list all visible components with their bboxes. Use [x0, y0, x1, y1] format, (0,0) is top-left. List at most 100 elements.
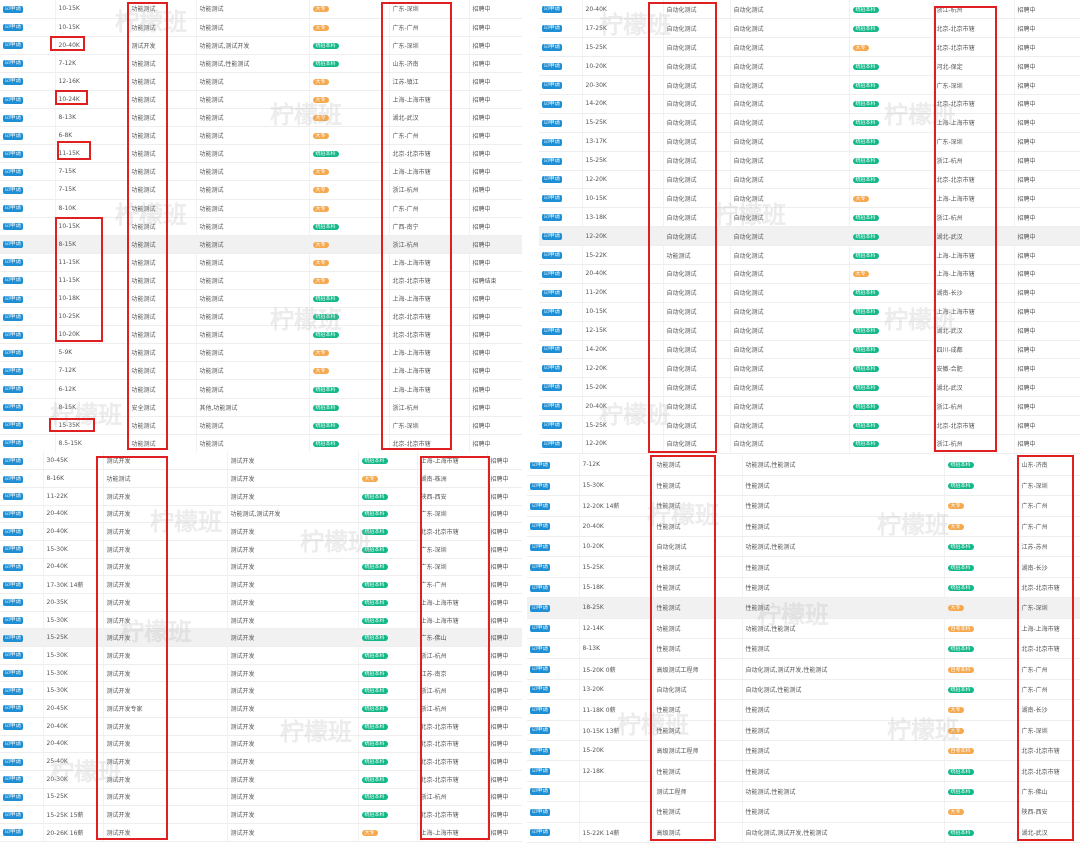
apply-button[interactable]: ☑申请: [3, 510, 23, 518]
apply-button[interactable]: ☑申请: [3, 758, 23, 766]
apply-button[interactable]: ☑申请: [3, 186, 23, 194]
apply-button[interactable]: ☑申请: [530, 666, 550, 674]
apply-button[interactable]: ☑申请: [3, 634, 23, 642]
apply-button[interactable]: ☑申请: [542, 63, 562, 71]
apply-button[interactable]: ☑申请: [542, 252, 562, 260]
apply-button[interactable]: ☑申请: [542, 195, 562, 203]
apply-button[interactable]: ☑申请: [530, 564, 550, 572]
apply-button[interactable]: ☑申请: [542, 384, 562, 392]
apply-button[interactable]: ☑申请: [3, 331, 23, 339]
apply-button[interactable]: ☑申请: [542, 138, 562, 146]
apply-button[interactable]: ☑申请: [3, 168, 23, 176]
education-badge: 大专: [947, 523, 964, 530]
apply-button[interactable]: ☑申请: [3, 581, 23, 589]
apply-button[interactable]: ☑申请: [3, 617, 23, 625]
apply-button[interactable]: ☑申请: [542, 25, 562, 33]
position-cell: 高级测试: [653, 822, 743, 843]
apply-button[interactable]: ☑申请: [542, 6, 562, 14]
apply-button[interactable]: ☑申请: [3, 223, 23, 231]
apply-button[interactable]: ☑申请: [542, 157, 562, 165]
apply-button[interactable]: ☑申请: [3, 42, 23, 50]
apply-button[interactable]: ☑申请: [3, 811, 23, 819]
apply-button[interactable]: ☑申请: [3, 670, 23, 678]
apply-button[interactable]: ☑申请: [542, 82, 562, 89]
status-cell: 招聘中: [469, 36, 522, 55]
apply-button[interactable]: ☑申请: [542, 365, 562, 373]
apply-button[interactable]: ☑申请: [3, 386, 23, 394]
apply-button[interactable]: ☑申请: [3, 349, 23, 357]
apply-button[interactable]: ☑申请: [3, 457, 23, 465]
apply-button[interactable]: ☑申请: [530, 604, 550, 612]
location-cell: 上海-上海市辖: [933, 245, 1015, 265]
apply-button[interactable]: ☑申请: [3, 493, 23, 501]
apply-button[interactable]: ☑申请: [542, 270, 562, 278]
apply-button[interactable]: ☑申请: [3, 259, 23, 267]
apply-button[interactable]: ☑申请: [542, 44, 562, 52]
apply-button[interactable]: ☑申请: [530, 645, 550, 653]
apply-button[interactable]: ☑申请: [3, 528, 23, 536]
apply-button[interactable]: ☑申请: [530, 747, 550, 755]
table-row: ☑申请 20-40K 性能测试 性能测试 大专 广东-广州: [527, 516, 1080, 538]
apply-button[interactable]: ☑申请: [3, 475, 23, 483]
apply-button[interactable]: ☑申请: [3, 793, 23, 801]
status-cell: 招聘中: [487, 540, 522, 559]
apply-button[interactable]: ☑申请: [530, 768, 550, 776]
apply-button[interactable]: ☑申请: [3, 132, 23, 140]
apply-button[interactable]: ☑申请: [3, 652, 23, 660]
apply-button[interactable]: ☑申请: [3, 150, 23, 158]
apply-button[interactable]: ☑申请: [530, 461, 550, 469]
apply-button[interactable]: ☑申请: [3, 776, 23, 784]
apply-button[interactable]: ☑申请: [3, 295, 23, 303]
education-badge: 统招本科: [361, 617, 388, 624]
apply-button[interactable]: ☑申请: [530, 625, 550, 633]
apply-button[interactable]: ☑申请: [3, 422, 23, 430]
apply-button[interactable]: ☑申请: [542, 214, 562, 222]
apply-button[interactable]: ☑申请: [530, 727, 550, 735]
apply-button[interactable]: ☑申请: [3, 705, 23, 713]
apply-button[interactable]: ☑申请: [530, 706, 550, 714]
apply-button[interactable]: ☑申请: [3, 440, 23, 448]
apply-button[interactable]: ☑申请: [542, 440, 562, 448]
apply-button[interactable]: ☑申请: [542, 308, 562, 316]
apply-button[interactable]: ☑申请: [530, 584, 550, 592]
apply-button[interactable]: ☑申请: [3, 599, 23, 607]
apply-button[interactable]: ☑申请: [530, 502, 550, 510]
apply-button[interactable]: ☑申请: [530, 686, 550, 694]
apply-button[interactable]: ☑申请: [530, 788, 550, 796]
apply-button[interactable]: ☑申请: [542, 233, 562, 241]
apply-button[interactable]: ☑申请: [3, 205, 23, 213]
position-cell: 功能测试: [128, 90, 197, 110]
apply-button[interactable]: ☑申请: [542, 176, 562, 184]
apply-button[interactable]: ☑申请: [542, 403, 562, 411]
apply-button[interactable]: ☑申请: [3, 687, 23, 695]
apply-button[interactable]: ☑申请: [3, 313, 23, 321]
apply-button[interactable]: ☑申请: [3, 78, 23, 86]
apply-button[interactable]: ☑申请: [542, 346, 562, 354]
apply-button[interactable]: ☑申请: [530, 482, 550, 490]
apply-button[interactable]: ☑申请: [3, 367, 23, 375]
apply-button[interactable]: ☑申请: [3, 60, 23, 68]
apply-button[interactable]: ☑申请: [3, 114, 23, 122]
apply-button[interactable]: ☑申请: [3, 563, 23, 571]
apply-button[interactable]: ☑申请: [530, 829, 550, 837]
apply-button[interactable]: ☑申请: [3, 277, 23, 285]
apply-button[interactable]: ☑申请: [3, 24, 23, 32]
apply-button[interactable]: ☑申请: [3, 740, 23, 748]
apply-button[interactable]: ☑申请: [542, 327, 562, 335]
apply-button[interactable]: ☑申请: [542, 289, 562, 297]
position-cell: 功能测试: [128, 253, 197, 272]
apply-button[interactable]: ☑申请: [530, 543, 550, 551]
apply-button[interactable]: ☑申请: [3, 546, 23, 554]
apply-button[interactable]: ☑申请: [3, 96, 23, 104]
apply-button[interactable]: ☑申请: [3, 5, 23, 13]
apply-button[interactable]: ☑申请: [3, 829, 23, 837]
apply-button[interactable]: ☑申请: [530, 523, 550, 531]
apply-button[interactable]: ☑申请: [3, 404, 23, 412]
apply-button[interactable]: ☑申请: [3, 723, 23, 731]
apply-button[interactable]: ☑申请: [530, 808, 550, 816]
apply-button[interactable]: ☑申请: [3, 241, 23, 249]
apply-button[interactable]: ☑申请: [542, 100, 562, 108]
apply-button[interactable]: ☑申请: [542, 119, 562, 127]
education-cell: 大专: [309, 361, 390, 381]
apply-button[interactable]: ☑申请: [542, 422, 562, 430]
